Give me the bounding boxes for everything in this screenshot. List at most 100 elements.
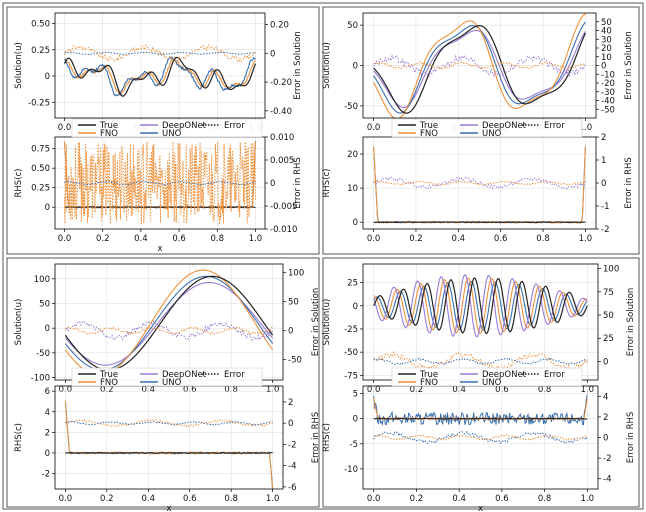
x-tick-label: 0.6 [183, 494, 197, 504]
x-tick-label: 0.8 [224, 494, 238, 504]
x-tick-label: 0.2 [410, 494, 424, 504]
y-tick-label: -50 [344, 348, 358, 358]
x-tick-label: 1.0 [266, 494, 280, 504]
y-tick-label: 25 [347, 279, 358, 289]
y-tick-label: -100 [31, 374, 50, 384]
x-axis-label: x [157, 244, 162, 254]
x-tick-label: 1.0 [579, 123, 593, 133]
y-tick-label: -0.25 [28, 98, 50, 108]
y-tick-label: 6 [45, 387, 50, 397]
series-line-uno [373, 394, 588, 426]
x-tick-label: 0.4 [452, 234, 466, 244]
axes-top-left: 0.00.20.40.60.81.0-0.2500.250.50-0.40-0.… [14, 12, 303, 133]
series-line-true [373, 25, 586, 114]
axes-top-left-rhs: 0.0 0.2 0.4 0.6 0.8 1.0 0 0.25 0.50 0.75 -0.010 -0.… [14, 133, 303, 254]
y-tick-label: 0.50 [31, 20, 50, 30]
y2-tick-label: -4 [288, 462, 296, 472]
y2-tick-label: 0 [601, 179, 606, 189]
y2-tick-label: -50 [288, 356, 302, 366]
x-tick-label: 0.6 [172, 234, 186, 244]
axes-top-right: 0.00.20.40.60.81.0-50050-50-40-30-20-100… [322, 12, 634, 133]
x-axis-label: x [166, 504, 171, 512]
y2-tick-label: 50 [288, 298, 299, 308]
y2-tick-label: 0 [288, 327, 293, 337]
y-axis-label: Solution(u) [322, 42, 332, 89]
series-line-fno [373, 13, 586, 118]
y2-axis-label: Error in RHS [624, 157, 634, 209]
legend: True DeepONet Error FNO UNO [391, 118, 583, 139]
legend-label-error: Error [544, 370, 565, 380]
series-line-true [373, 277, 588, 335]
y-axis-label: RHS(c) [322, 169, 332, 198]
error-line-uno [373, 357, 588, 366]
legend-label-true: True [419, 121, 438, 131]
legend-label-deeponet: DeepONet [482, 370, 527, 380]
series-line-fno [64, 269, 274, 376]
y2-tick-label: 0.010 [270, 133, 294, 143]
plot-layer: 0.0 0.2 0.4 0.6 0.8 1.0 -0.25 0 0.2 5 0.50 -0.40 -0.… [14, 12, 636, 512]
y2-tick-label: -0.40 [270, 107, 292, 117]
legend-label-true: True [99, 121, 118, 131]
y-axis-label: RHS(c) [322, 423, 332, 452]
x-tick-label: 0.8 [211, 234, 225, 244]
x-tick-label: 0.8 [538, 494, 552, 504]
x-tick-label: 0.6 [495, 494, 509, 504]
y2-tick-label: 0 [603, 434, 608, 444]
x-tick-label: 0.4 [134, 234, 148, 244]
y-tick-label: 0 [45, 72, 50, 82]
legend-label-true: True [99, 370, 118, 380]
legend-label-deeponet: DeepONet [162, 370, 207, 380]
y2-tick-label: 2 [288, 398, 293, 408]
x-tick-label: 1.0 [249, 234, 263, 244]
y-tick-label: -75 [344, 371, 358, 381]
legend-layer: True DeepONet Error FNO UNO True DeepONet Error… [71, 118, 583, 388]
y-tick-label: 0 [353, 218, 358, 228]
error-line-uno [65, 420, 273, 426]
y-tick-label: 0 [45, 324, 50, 334]
y2-tick-label: 2 [601, 133, 606, 143]
legend-label-uno: UNO [162, 129, 182, 139]
y-tick-label: -2 [42, 470, 50, 480]
legend-label-fno: FNO [100, 378, 118, 388]
series-line-true [63, 56, 257, 97]
x-tick-label: 0.2 [96, 234, 110, 244]
y-tick-label: 100 [34, 275, 50, 285]
error-line-deeponet [373, 54, 586, 78]
error-line-fno [65, 326, 273, 336]
x-tick-label: 0.4 [142, 494, 156, 504]
legend: True DeepONet Error FNO UNO [391, 367, 583, 388]
y2-tick-label: 1 [601, 156, 606, 166]
y2-tick-label: -0.010 [270, 225, 297, 235]
y-tick-label: 50 [39, 299, 50, 309]
x-axis-label: x [478, 504, 483, 512]
y2-tick-label: -30 [601, 88, 615, 98]
legend-label-uno: UNO [482, 378, 502, 388]
y-axis-label: Solution(u) [14, 42, 24, 89]
legend: True DeepONet Error FNO UNO [71, 367, 263, 388]
y2-tick-label: 50 [601, 18, 612, 28]
y2-tick-label: 100 [288, 269, 304, 279]
y-axis-label: Solution(u) [14, 299, 24, 346]
series-group [64, 269, 274, 376]
y2-tick-label: 20 [601, 44, 612, 54]
y-tick-label: -5 [350, 440, 358, 450]
y2-tick-label: 100 [603, 265, 619, 275]
y-tick-label: 0 [353, 302, 358, 312]
legend-label-error: Error [224, 370, 245, 380]
series-line-true [373, 221, 586, 224]
x-tick-label: 0.0 [367, 234, 381, 244]
y2-tick-label: 25 [603, 334, 614, 344]
x-tick-label: 0.6 [494, 234, 508, 244]
legend-label-error: Error [224, 121, 245, 131]
series-group [373, 13, 586, 118]
y2-axis-label: Error in Solution [311, 288, 321, 357]
y-tick-label: 10 [347, 184, 358, 194]
x-tick-label: 0.0 [367, 494, 381, 504]
legend-label-fno: FNO [420, 129, 438, 139]
series-line-fno [64, 58, 256, 97]
y2-axis-label: Error in Solution [626, 288, 636, 357]
y-tick-label: 5 [353, 390, 358, 400]
y2-tick-label: -50 [601, 105, 615, 115]
